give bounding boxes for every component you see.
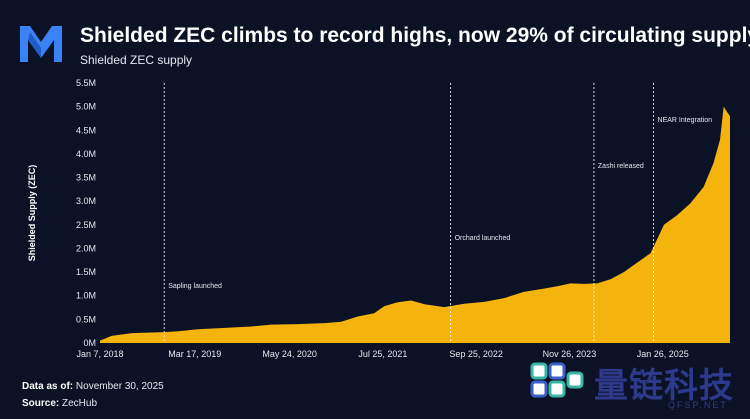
y-tick-label: 1.0M — [76, 291, 96, 301]
source-label: Source: — [22, 398, 60, 409]
x-tick-label: Sep 25, 2022 — [449, 349, 503, 359]
watermark-url: QFSP.NET — [668, 400, 728, 410]
y-tick-label: 4.0M — [76, 149, 96, 159]
watermark-logo-icon — [530, 362, 584, 398]
supply-area — [100, 106, 730, 343]
event-marker-label: NEAR Integration — [658, 117, 713, 124]
watermark-text: 量链科技 — [594, 366, 734, 406]
data-date-note: Data as of: November 30, 2025 — [22, 381, 164, 392]
y-tick-label: 4.5M — [76, 125, 96, 135]
y-tick-label: 3.5M — [76, 173, 96, 183]
x-tick-label: Jan 26, 2025 — [637, 349, 689, 359]
chart-subtitle: Shielded ZEC supply — [80, 53, 193, 67]
source-note: Source: ZecHub — [22, 398, 97, 409]
x-tick-label: Jan 7, 2018 — [76, 349, 123, 359]
y-axis-label: Shielded Supply (ZEC) — [27, 165, 37, 262]
data-date-value: November 30, 2025 — [75, 381, 164, 392]
x-tick-label: Nov 26, 2023 — [543, 349, 597, 359]
source-value: ZecHub — [62, 398, 98, 409]
x-tick-label: May 24, 2020 — [262, 349, 317, 359]
event-marker-label: Zashi released — [598, 163, 644, 170]
chart-title: Shielded ZEC climbs to record highs, now… — [80, 24, 750, 47]
y-tick-label: 2.5M — [76, 220, 96, 230]
x-tick-label: Jul 25, 2021 — [358, 349, 407, 359]
y-tick-label: 5.0M — [76, 102, 96, 112]
event-marker-label: Sapling launched — [168, 283, 222, 290]
y-tick-label: 0.5M — [76, 314, 96, 324]
event-marker-label: Orchard launched — [455, 235, 511, 242]
y-tick-label: 2.0M — [76, 243, 96, 253]
y-tick-label: 0M — [83, 338, 96, 348]
y-tick-label: 3.0M — [76, 196, 96, 206]
watermark: 量链科技 QFSP.NET — [528, 356, 750, 414]
x-tick-label: Mar 17, 2019 — [168, 349, 221, 359]
data-date-label: Data as of: — [22, 381, 74, 392]
y-tick-label: 5.5M — [76, 78, 96, 88]
brand-logo-icon — [18, 22, 64, 71]
y-tick-label: 1.5M — [76, 267, 96, 277]
